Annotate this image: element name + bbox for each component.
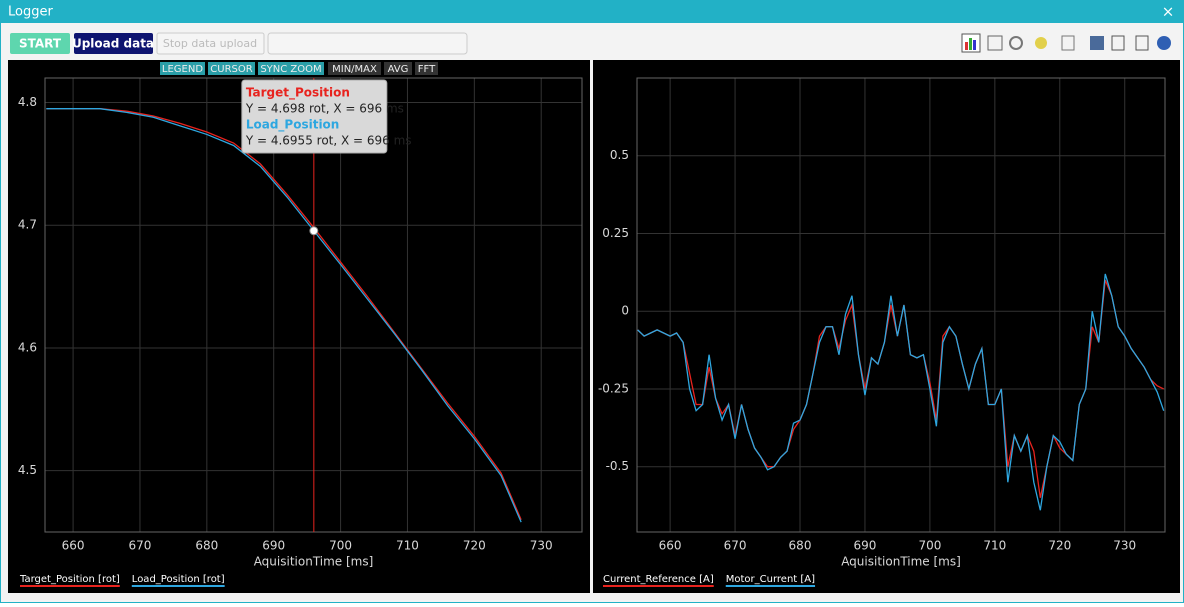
legend-entry[interactable]: Target_Position [rot] bbox=[19, 574, 120, 585]
plot-lines bbox=[46, 108, 522, 523]
plot-lines bbox=[637, 273, 1165, 511]
chart-button-label: LEGEND bbox=[162, 64, 203, 75]
y-tick-label: 4.6 bbox=[18, 340, 37, 354]
chart-button-label: CURSOR bbox=[210, 64, 252, 75]
y-tick-label: -0.25 bbox=[598, 381, 629, 395]
cursor-point bbox=[309, 226, 319, 236]
x-tick-label: 660 bbox=[659, 539, 682, 553]
chart-button[interactable] bbox=[328, 62, 381, 75]
legend-entry[interactable]: Load_Position [rot] bbox=[132, 574, 225, 585]
stop-label: Stop data upload bbox=[163, 37, 257, 50]
x-axis-label: AquisitionTime [ms] bbox=[254, 555, 374, 569]
x-tick-label: 660 bbox=[62, 539, 85, 553]
x-tick-label: 720 bbox=[463, 539, 486, 553]
start-label: START bbox=[19, 37, 62, 51]
x-tick-label: 670 bbox=[129, 539, 152, 553]
series-line bbox=[637, 273, 1165, 511]
x-tick-label: 710 bbox=[396, 539, 419, 553]
tooltip-series: Load_Position bbox=[246, 118, 340, 133]
y-tick-label: 4.5 bbox=[18, 463, 37, 477]
chart-button-label: FFT bbox=[418, 64, 436, 75]
y-tick-label: 4.7 bbox=[18, 218, 37, 232]
save-icon[interactable] bbox=[1090, 36, 1104, 50]
upload-label: Upload data bbox=[72, 37, 154, 51]
x-tick-label: 680 bbox=[789, 539, 812, 553]
legend-entry[interactable]: Motor_Current [A] bbox=[726, 574, 815, 585]
series-line bbox=[46, 108, 522, 523]
tooltip-series: Target_Position bbox=[246, 86, 350, 101]
title-bar bbox=[0, 0, 1184, 23]
chart-button-label: AVG bbox=[388, 64, 409, 75]
x-tick-label: 710 bbox=[983, 539, 1006, 553]
upload-button[interactable] bbox=[74, 33, 153, 54]
status-icon[interactable] bbox=[1035, 37, 1047, 49]
help-icon[interactable] bbox=[1157, 36, 1171, 50]
settings-icon[interactable] bbox=[1009, 36, 1023, 50]
y-tick-label: -0.5 bbox=[606, 459, 629, 473]
stop-button bbox=[156, 32, 265, 55]
x-tick-label: 690 bbox=[854, 539, 877, 553]
chart-button[interactable] bbox=[208, 62, 255, 75]
x-tick-label: 700 bbox=[329, 539, 352, 553]
chart-button-label: MIN/MAX bbox=[332, 64, 377, 75]
x-tick-label: 700 bbox=[918, 539, 941, 553]
tooltip bbox=[241, 79, 388, 154]
tooltip-value: Y = 4.6955 rot, X = 696 ms bbox=[245, 134, 412, 148]
window-title: Logger bbox=[8, 5, 53, 20]
layout-icon[interactable] bbox=[987, 35, 1003, 51]
x-axis-label: AquisitionTime [ms] bbox=[841, 555, 961, 569]
add-icon[interactable] bbox=[1135, 35, 1149, 51]
y-tick-label: 0.5 bbox=[610, 148, 629, 162]
chart-button[interactable] bbox=[160, 62, 205, 75]
start-button[interactable] bbox=[10, 33, 70, 54]
align-icon[interactable] bbox=[1061, 35, 1075, 51]
icon-part bbox=[965, 42, 968, 50]
plot-area bbox=[636, 77, 1166, 533]
export-icon[interactable] bbox=[1111, 35, 1125, 51]
icon-part bbox=[973, 40, 976, 50]
chart-button[interactable] bbox=[258, 62, 324, 75]
x-tick-label: 680 bbox=[195, 539, 218, 553]
legend-entry[interactable]: Current_Reference [A] bbox=[603, 574, 714, 585]
y-tick-label: 4.8 bbox=[18, 95, 37, 109]
x-tick-label: 730 bbox=[1113, 539, 1136, 553]
chart-button-label: SYNC ZOOM bbox=[260, 64, 321, 75]
y-tick-label: 0.25 bbox=[602, 226, 629, 240]
chart-button[interactable] bbox=[384, 62, 412, 75]
text-input[interactable] bbox=[267, 32, 468, 55]
icon-part bbox=[969, 38, 972, 50]
x-tick-label: 720 bbox=[1048, 539, 1071, 553]
x-tick-label: 730 bbox=[530, 539, 553, 553]
toolbar-icons bbox=[961, 33, 1171, 53]
series-line bbox=[46, 108, 522, 520]
tooltip-value: Y = 4.698 rot, X = 696 ms bbox=[245, 102, 404, 116]
x-tick-label: 670 bbox=[724, 539, 747, 553]
close-button[interactable]: × bbox=[1162, 3, 1175, 21]
chart-button[interactable] bbox=[415, 62, 438, 75]
y-tick-label: 0 bbox=[621, 304, 629, 318]
x-tick-label: 690 bbox=[262, 539, 285, 553]
